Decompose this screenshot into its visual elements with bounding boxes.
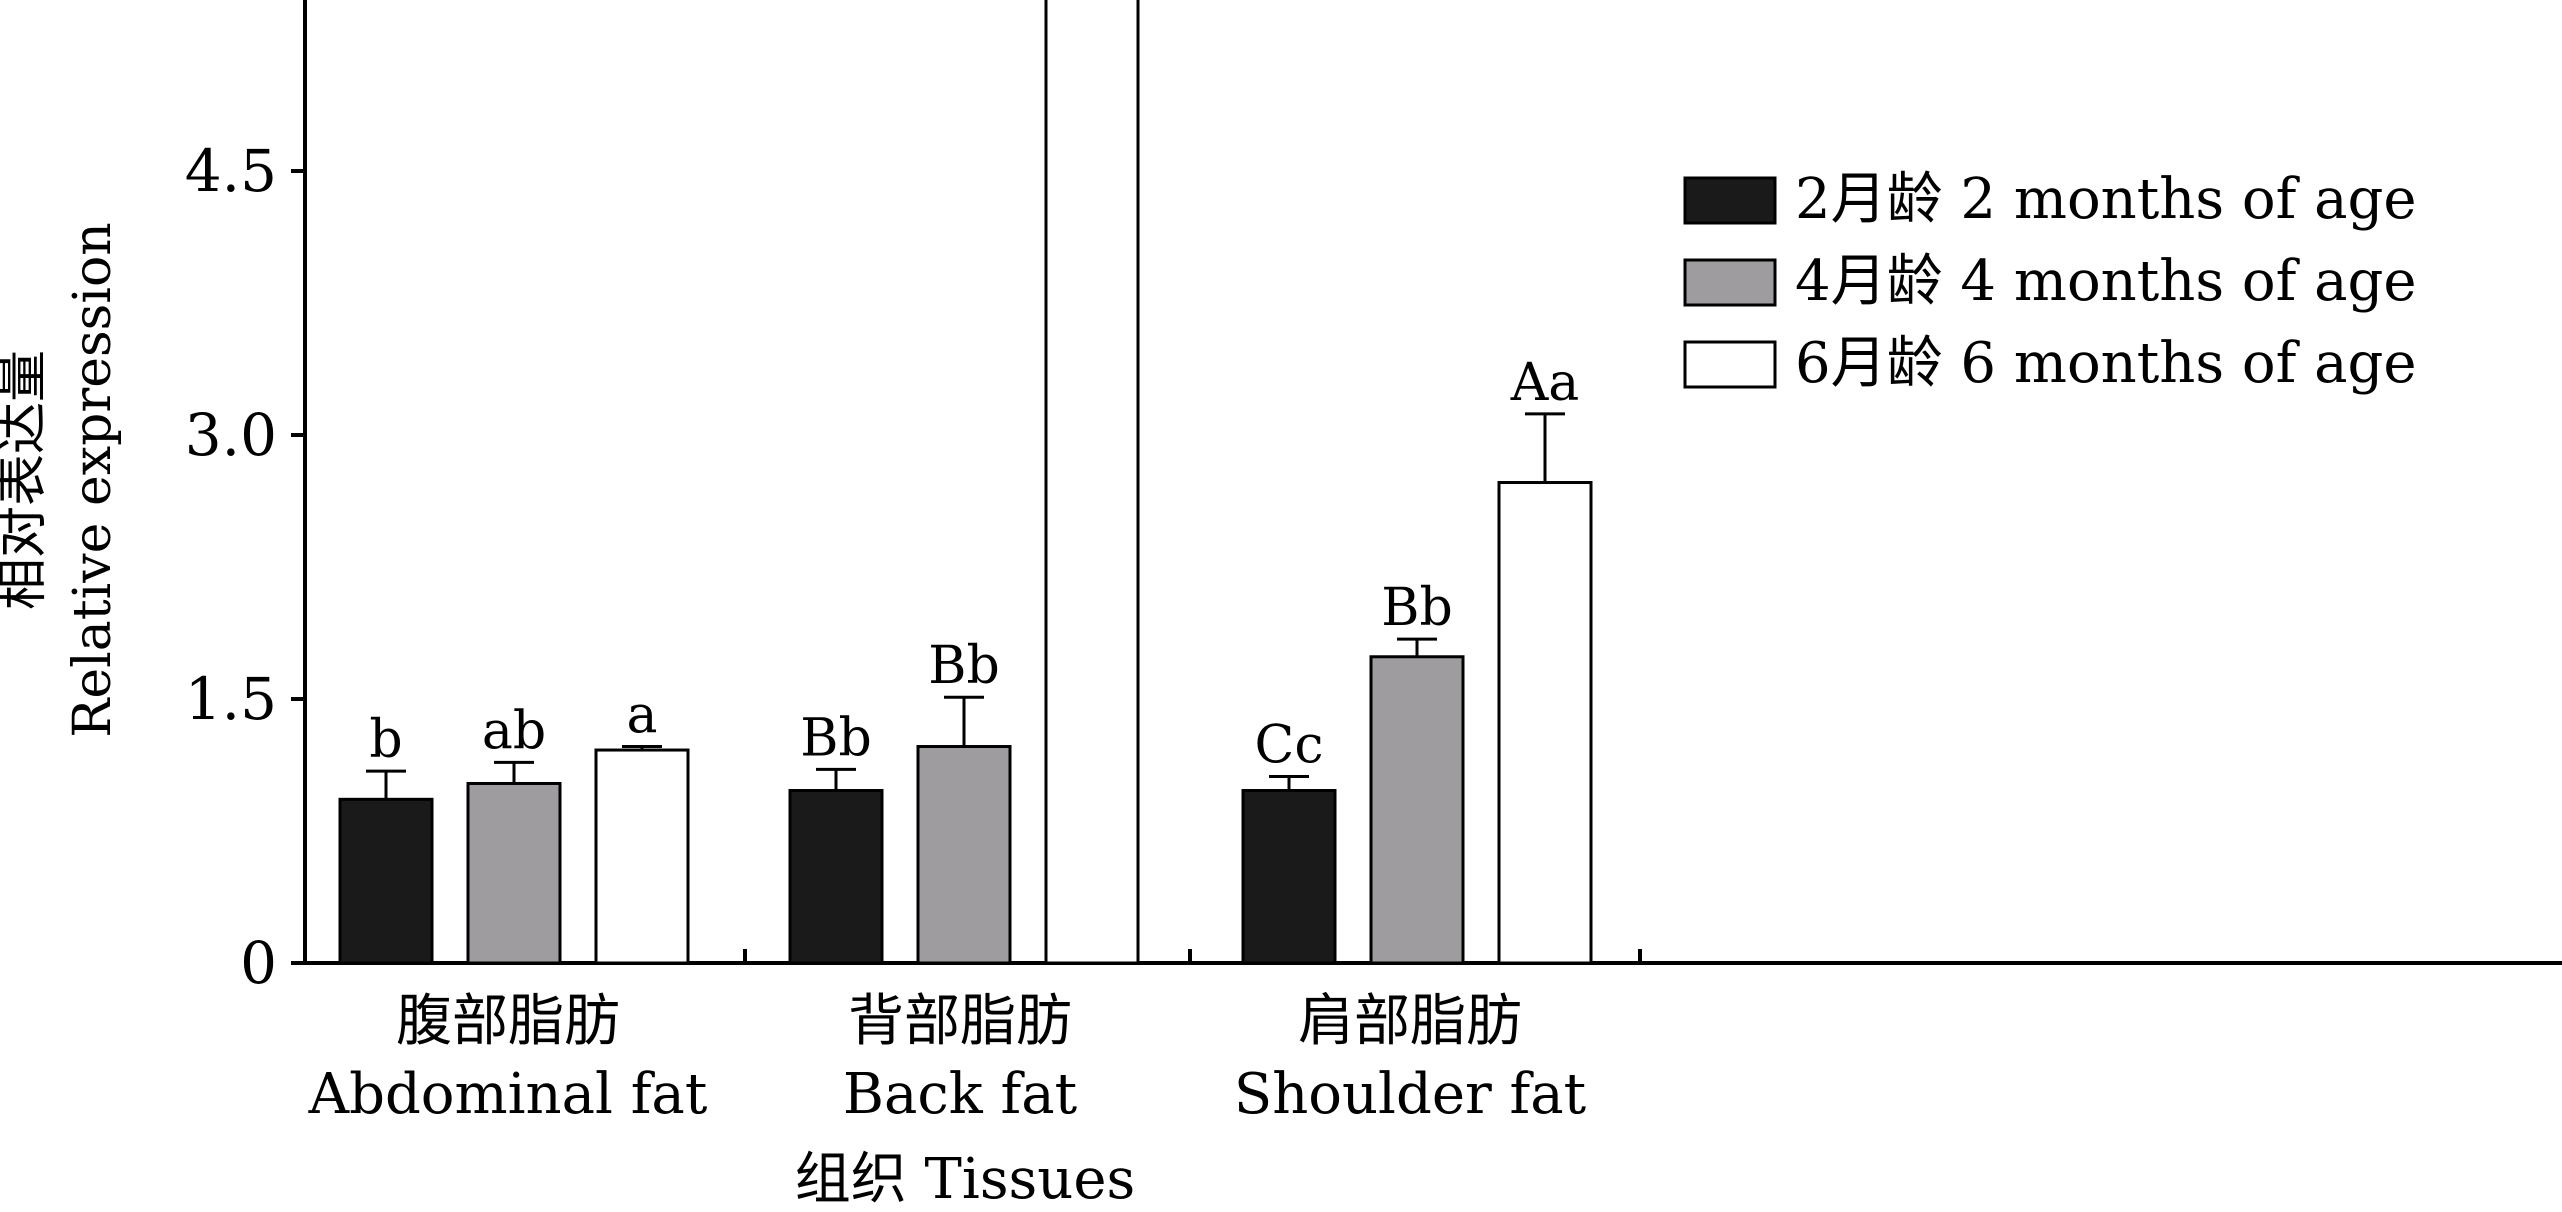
bar	[1497, 481, 1593, 965]
bar	[1241, 789, 1337, 965]
legend-label: 4月龄 4 months of age	[1795, 249, 2416, 314]
x-axis-title: 组织 Tissues	[795, 1147, 1135, 1212]
legend-swatch	[1683, 258, 1777, 307]
y-tick-label: 0	[240, 929, 277, 997]
significance-label: Aa	[1510, 353, 1580, 413]
y-ticks: 01.53.04.56.07.5	[185, 137, 305, 997]
legend-swatch	[1683, 176, 1777, 225]
y-axis-title: 相对表达量 Relative expression	[0, 222, 123, 738]
significance-label: ab	[482, 701, 546, 761]
bar	[788, 789, 884, 965]
category-label-en: Shoulder fat	[1234, 1062, 1587, 1127]
bar	[1044, 0, 1140, 965]
y-tick-label: 3.0	[185, 401, 277, 469]
x-category-ticks	[743, 949, 1642, 963]
legend-label: 6月龄 6 months of age	[1795, 331, 2416, 396]
bar	[1369, 655, 1465, 965]
category-label-cn: 背部脂肪	[848, 989, 1072, 1054]
significance-label: b	[369, 710, 402, 770]
bar	[594, 748, 690, 965]
legend: 2月龄 2 months of age 4月龄 4 months of age 6月…	[1683, 167, 2416, 396]
significance-label: Bb	[1381, 578, 1453, 638]
significance-label: Cc	[1255, 715, 1324, 775]
legend-swatch	[1683, 340, 1777, 389]
legend-label: 2月龄 2 months of age	[1795, 167, 2416, 232]
category-label-en: Abdominal fat	[308, 1062, 708, 1127]
category-label-cn: 肩部脂肪	[1298, 989, 1522, 1054]
y-axis-title-en: Relative expression	[63, 222, 123, 738]
significance-label: Bb	[800, 708, 872, 768]
bar	[916, 745, 1012, 965]
bars: bBbCcabBbBbaAaAa	[338, 0, 1593, 965]
bar	[338, 797, 434, 965]
bar	[466, 781, 562, 965]
significance-label: a	[626, 686, 657, 746]
category-labels: 腹部脂肪 Abdominal fat 背部脂肪 Back fat 肩部脂肪 Shoulde…	[308, 989, 1587, 1127]
significance-label: Bb	[928, 636, 1000, 696]
y-axis-title-cn: 相对表达量	[0, 350, 53, 610]
y-tick-label: 4.5	[185, 137, 277, 205]
y-tick-label: 1.5	[185, 665, 277, 733]
category-label-cn: 腹部脂肪	[396, 989, 620, 1054]
category-label-en: Back fat	[843, 1062, 1078, 1127]
